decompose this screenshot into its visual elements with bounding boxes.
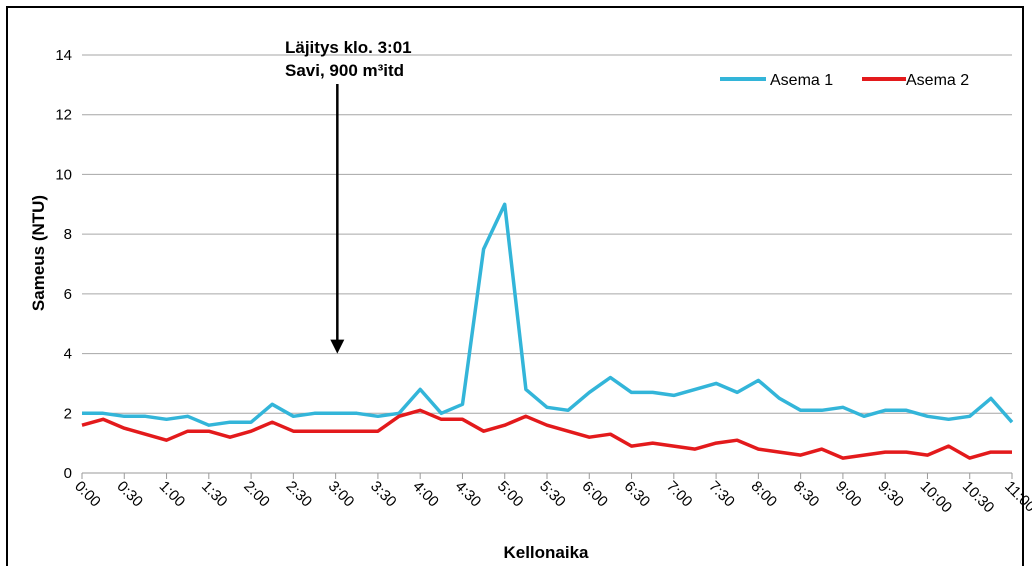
x-tick-label: 4:00 [409, 478, 442, 511]
x-tick-label: 9:00 [832, 478, 865, 511]
legend-label-asema-1: Asema 1 [770, 72, 833, 89]
y-tick-label: 12 [55, 107, 72, 124]
x-tick-label: 5:30 [536, 478, 569, 511]
series-group [81, 202, 1014, 460]
x-tick-label: 4:30 [452, 478, 485, 511]
x-axis-ticks: 0:00 0:30 1:00 1:30 2:00 2:30 3:00 3:30 4:00 4:30… [71, 478, 1032, 517]
x-tick-label: 6:00 [578, 478, 611, 511]
x-tick-label: 2:00 [240, 478, 273, 511]
x-tick-label: 10:30 [959, 478, 998, 517]
x-tick-label: 0:30 [113, 478, 146, 511]
y-tick-label: 6 [64, 286, 72, 303]
y-tick-label: 4 [64, 346, 72, 363]
x-tick-label: 1:30 [198, 478, 231, 511]
y-tick-label: 0 [64, 465, 72, 482]
x-tick-label: 11:00 [1001, 478, 1032, 516]
y-tick-label: 8 [64, 226, 72, 243]
x-tick-label: 7:30 [705, 478, 738, 511]
x-tick-label: 2:30 [283, 478, 316, 511]
legend: Asema 1 Asema 2 [720, 72, 969, 89]
y-axis-title: Sameus (NTU) [29, 195, 48, 311]
x-tick-label: 8:00 [748, 478, 781, 511]
x-tick-label: 8:30 [790, 478, 823, 511]
x-tick-label: 3:30 [367, 478, 400, 511]
y-tick-label: 2 [64, 405, 72, 422]
x-tick-label: 5:00 [494, 478, 527, 511]
x-tick-label: 6:30 [621, 478, 654, 511]
y-tick-label: 14 [55, 47, 72, 64]
x-tick-label: 7:00 [663, 478, 696, 511]
x-axis-title: Kellonaika [503, 543, 589, 562]
series-line-asema-1 [82, 202, 1014, 427]
x-tick-label: 3:00 [325, 478, 358, 511]
series-line-asema-2 [81, 408, 1012, 460]
gridlines [81, 54, 1013, 479]
annotation-line-1: Läjitys klo. 3:01 [285, 38, 412, 57]
legend-label-asema-2: Asema 2 [906, 72, 969, 89]
annotation-line-2: Savi, 900 m³itd [285, 61, 404, 80]
annotation: Läjitys klo. 3:01 Savi, 900 m³itd [285, 38, 412, 354]
y-axis-ticks: 0 2 4 6 8 10 12 14 [55, 47, 72, 482]
y-tick-label: 10 [55, 166, 72, 183]
x-tick-label: 10:00 [917, 478, 956, 517]
x-tick-label: 9:30 [874, 478, 907, 511]
x-tick-label: 1:00 [156, 478, 189, 511]
x-tick-label: 0:00 [71, 478, 104, 511]
annotation-arrow-head [330, 339, 345, 354]
